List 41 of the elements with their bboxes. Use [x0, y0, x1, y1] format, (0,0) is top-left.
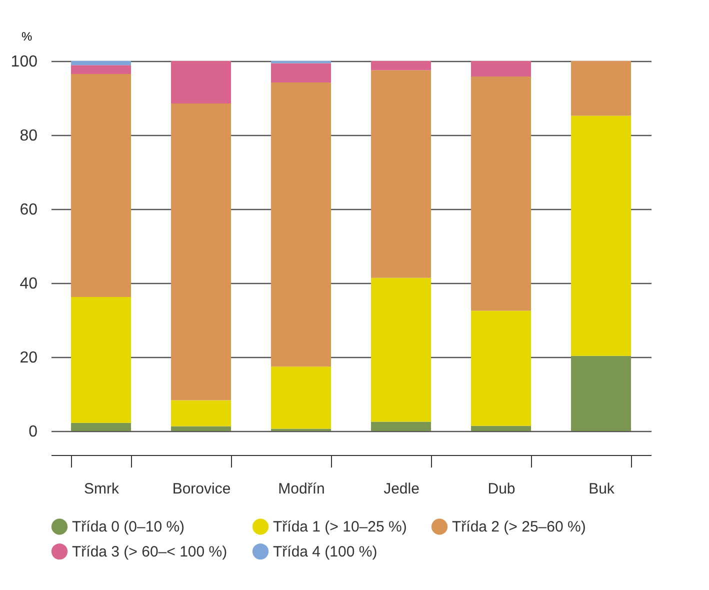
- bar: [471, 61, 531, 77]
- bar: [271, 82, 331, 367]
- x-tick-label: Buk: [588, 480, 615, 498]
- bar: [71, 74, 131, 298]
- y-tick-label: 60: [20, 202, 38, 218]
- legend-label: Třída 2 (> 25–60 %): [452, 518, 586, 536]
- bar: [471, 426, 531, 431]
- y-tick-label: 20: [20, 350, 38, 366]
- bar: [571, 116, 631, 356]
- bar: [71, 65, 131, 74]
- bar: [371, 61, 431, 70]
- y-tick-label: 0: [28, 424, 38, 440]
- legend-label: Třída 0 (0–10 %): [72, 518, 185, 536]
- bar: [571, 356, 631, 431]
- legend-label: Třída 4 (100 %): [273, 544, 378, 560]
- bar: [371, 278, 431, 422]
- x-tick-label: Modřín: [278, 480, 325, 498]
- legend-label: Třída 3 (> 60–< 100 %): [72, 544, 228, 560]
- bar: [71, 422, 131, 431]
- x-tick-label: Jedle: [384, 480, 420, 498]
- bar: [371, 422, 431, 431]
- bar: [171, 104, 231, 400]
- bar: [471, 76, 531, 311]
- y-axis-title: %: [22, 30, 32, 44]
- y-tick-label: 80: [20, 128, 38, 144]
- y-tick-label: 100: [10, 54, 38, 70]
- bar: [171, 400, 231, 426]
- x-tick-label: Smrk: [84, 480, 120, 498]
- legend-label: Třída 1 (> 10–25 %): [273, 518, 407, 536]
- bar: [271, 63, 331, 82]
- y-tick-label: 40: [20, 276, 38, 292]
- bar: [471, 310, 531, 426]
- bar: [71, 61, 131, 66]
- bar: [371, 70, 431, 278]
- bar: [571, 61, 631, 116]
- bar: [171, 426, 231, 431]
- x-tick-label: Borovice: [172, 480, 231, 498]
- x-tick-label: Dub: [488, 480, 516, 498]
- bar: [71, 297, 131, 423]
- bar: [271, 366, 331, 429]
- bar: [171, 61, 231, 104]
